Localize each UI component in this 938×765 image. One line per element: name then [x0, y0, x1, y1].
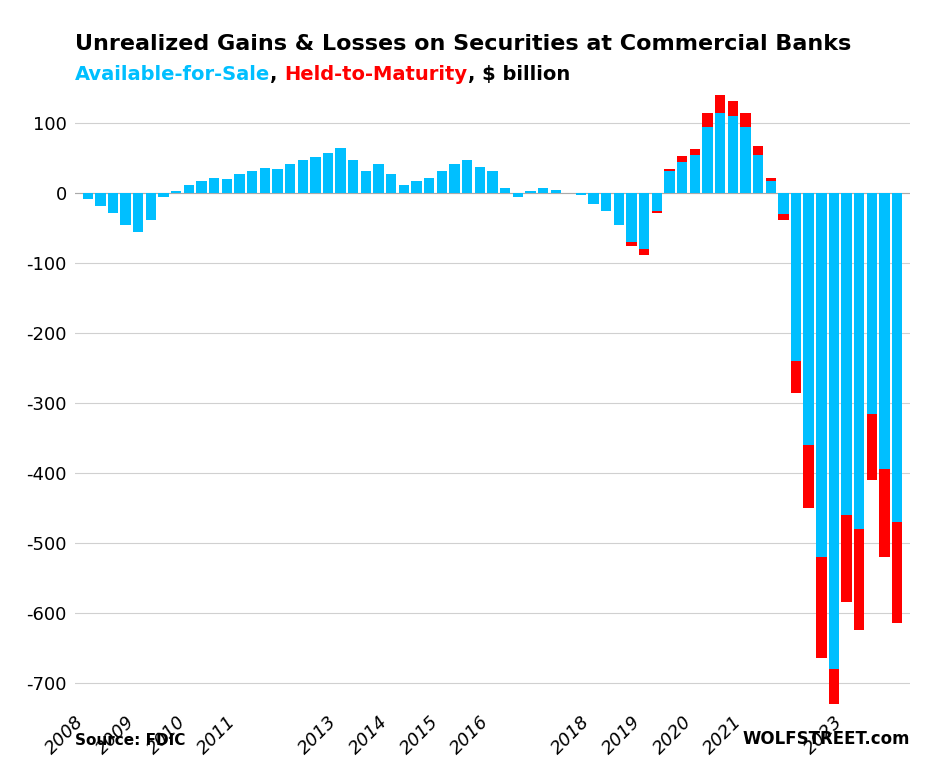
Bar — [285, 164, 295, 194]
Bar — [336, 148, 346, 194]
Bar — [867, 414, 877, 480]
Text: Source: FDIC: Source: FDIC — [75, 733, 186, 748]
Bar — [297, 160, 308, 194]
Bar — [728, 116, 738, 194]
Bar — [804, 194, 814, 445]
Bar — [664, 171, 674, 194]
Bar — [740, 127, 750, 194]
Bar — [525, 191, 536, 194]
Bar — [159, 194, 169, 197]
Bar — [234, 174, 245, 194]
Bar — [715, 112, 725, 194]
Bar — [145, 194, 156, 220]
Bar — [361, 171, 371, 194]
Bar — [487, 171, 498, 194]
Bar — [689, 155, 700, 194]
Bar — [184, 185, 194, 194]
Bar — [133, 194, 144, 232]
Bar — [689, 149, 700, 155]
Bar — [437, 171, 447, 194]
Bar — [892, 522, 902, 623]
Bar — [779, 194, 789, 214]
Text: ,: , — [270, 65, 284, 84]
Bar — [639, 194, 649, 249]
Bar — [841, 515, 852, 602]
Bar — [677, 156, 688, 161]
Bar — [171, 191, 181, 194]
Bar — [677, 161, 688, 194]
Bar — [209, 177, 219, 194]
Bar — [475, 167, 485, 194]
Bar — [880, 470, 890, 557]
Bar — [779, 214, 789, 220]
Bar — [816, 194, 826, 557]
Bar — [804, 445, 814, 508]
Bar — [120, 194, 130, 225]
Bar — [880, 194, 890, 470]
Bar — [613, 194, 624, 225]
Bar — [83, 194, 93, 199]
Bar — [310, 157, 321, 194]
Bar — [551, 190, 561, 194]
Bar — [652, 194, 662, 210]
Bar — [829, 669, 840, 765]
Bar — [196, 181, 206, 194]
Bar — [791, 361, 801, 392]
Bar — [715, 96, 725, 112]
Text: Held-to-Maturity: Held-to-Maturity — [284, 65, 467, 84]
Bar — [449, 164, 460, 194]
Bar — [601, 194, 612, 210]
Bar — [703, 127, 713, 194]
Bar — [765, 181, 776, 194]
Bar — [867, 194, 877, 414]
Bar — [462, 160, 473, 194]
Text: , $ billion: , $ billion — [467, 65, 569, 84]
Bar — [500, 187, 510, 194]
Bar — [627, 243, 637, 246]
Bar — [576, 194, 586, 195]
Bar — [399, 185, 409, 194]
Bar — [753, 146, 764, 155]
Bar — [95, 194, 105, 206]
Bar — [424, 177, 434, 194]
Bar — [272, 169, 282, 194]
Bar — [703, 112, 713, 127]
Bar — [753, 155, 764, 194]
Bar — [588, 194, 598, 203]
Bar — [221, 179, 232, 194]
Bar — [841, 194, 852, 515]
Bar — [323, 153, 333, 194]
Bar — [728, 101, 738, 116]
Bar — [816, 557, 826, 659]
Bar — [892, 194, 902, 522]
Bar — [639, 249, 649, 255]
Bar — [108, 194, 118, 213]
Bar — [348, 160, 358, 194]
Bar — [412, 181, 422, 194]
Bar — [855, 529, 865, 630]
Bar — [260, 168, 270, 194]
Bar — [664, 169, 674, 171]
Bar — [740, 112, 750, 127]
Bar — [373, 164, 384, 194]
Bar — [512, 194, 522, 197]
Bar — [855, 194, 865, 529]
Text: Available-for-Sale: Available-for-Sale — [75, 65, 270, 84]
Text: Unrealized Gains & Losses on Securities at Commercial Banks: Unrealized Gains & Losses on Securities … — [75, 34, 852, 54]
Bar — [829, 194, 840, 669]
Text: WOLFSTREET.com: WOLFSTREET.com — [742, 730, 910, 748]
Bar — [627, 194, 637, 243]
Bar — [247, 171, 257, 194]
Bar — [537, 187, 548, 194]
Bar — [765, 177, 776, 181]
Bar — [652, 210, 662, 213]
Bar — [386, 174, 397, 194]
Bar — [791, 194, 801, 361]
